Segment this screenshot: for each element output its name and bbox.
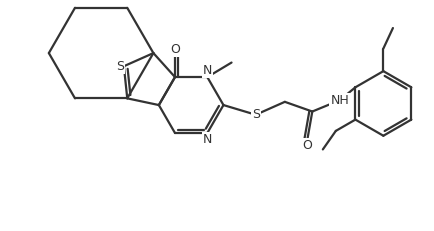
Text: S: S xyxy=(115,60,124,73)
Text: S: S xyxy=(251,108,259,121)
Text: N: N xyxy=(202,64,211,77)
Text: NH: NH xyxy=(330,94,349,107)
Text: O: O xyxy=(170,43,180,56)
Text: N: N xyxy=(202,133,211,146)
Text: O: O xyxy=(302,139,312,152)
